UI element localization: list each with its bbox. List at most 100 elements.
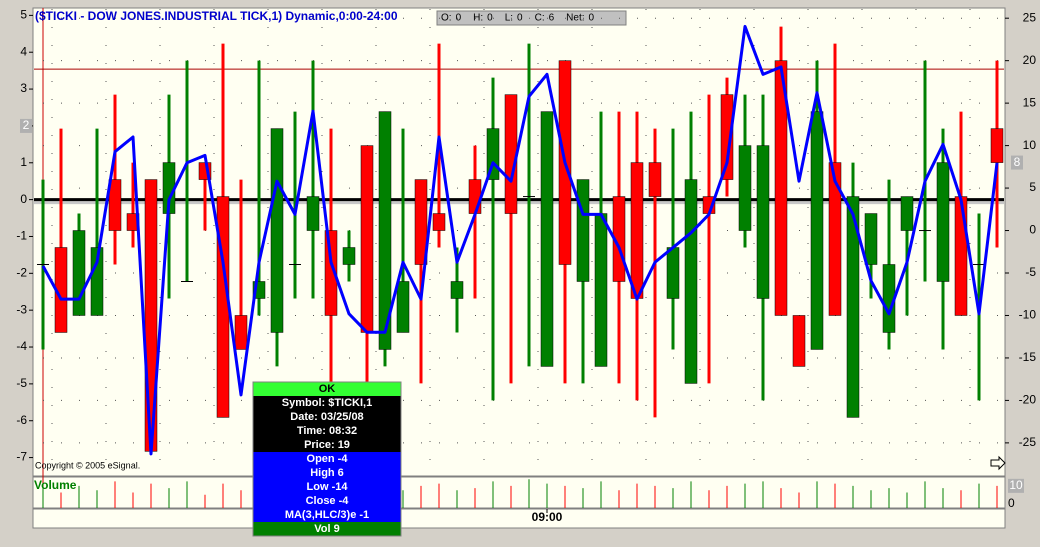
readout-label: C:	[535, 13, 545, 24]
candle-body	[648, 162, 662, 197]
readout-value: 6	[549, 13, 555, 24]
value-marker	[20, 118, 32, 133]
y2-tick-label: -2	[16, 265, 27, 279]
tooltip-text: Open -4	[307, 453, 349, 465]
tooltip-text: Time: 08:32	[297, 425, 357, 437]
y-tick-label: 10	[1023, 138, 1037, 152]
candle-body	[540, 111, 554, 367]
y2-tick-label: 3	[20, 81, 27, 95]
candle-body	[990, 128, 1004, 163]
y2-tick-label: -1	[16, 229, 27, 243]
tooltip-row	[253, 466, 401, 480]
candle-body	[504, 94, 518, 214]
candle-body	[414, 179, 428, 265]
value-marker-label: 2	[23, 118, 30, 132]
candle-body	[756, 145, 770, 299]
y2-tick-label: 0	[20, 192, 27, 206]
price-pane	[32, 7, 1006, 477]
tooltip-text: Symbol: $TICKI,1	[282, 397, 372, 409]
copyright: Copyright © 2005 eSignal.	[35, 460, 140, 470]
volume-tick-label: 0	[1008, 496, 1015, 510]
time-axis	[32, 508, 1006, 529]
tooltip-row	[253, 522, 401, 536]
value-marker-label: 8	[1014, 155, 1021, 169]
y-tick-label: -10	[1019, 308, 1037, 322]
candle-body	[864, 213, 878, 265]
candle-body	[594, 213, 608, 367]
candle-body	[720, 94, 734, 180]
readout-label: H:	[473, 13, 483, 24]
value-marker	[1011, 155, 1023, 170]
candle-body	[774, 60, 788, 316]
candle-body	[684, 179, 698, 384]
tooltip-row	[253, 438, 401, 452]
candle-body	[810, 111, 824, 350]
candle-body	[378, 111, 392, 350]
readout-label: O:	[441, 13, 452, 24]
tooltip-row	[253, 410, 401, 424]
candle-body	[576, 179, 590, 282]
candle-body	[846, 196, 860, 418]
tooltip-row	[253, 480, 401, 494]
candle-body	[360, 145, 374, 333]
y-tick-label: -20	[1019, 393, 1037, 407]
candle-body	[936, 162, 950, 282]
y2-tick-label: -6	[16, 413, 27, 427]
value-marker	[1008, 478, 1024, 493]
y-tick-label: -25	[1019, 435, 1037, 449]
candle-body	[324, 230, 338, 316]
y2-tick-label: 5	[20, 8, 27, 22]
tooltip-row	[253, 494, 401, 508]
y2-tick-label: -3	[16, 302, 27, 316]
readout-label: L:	[505, 13, 513, 24]
candle-body	[72, 230, 86, 316]
volume-pane	[32, 476, 1006, 509]
readout-label: Net:	[566, 13, 584, 24]
candle-body	[954, 196, 968, 316]
candle-body	[306, 196, 320, 231]
candle-body	[468, 179, 482, 214]
candle-body	[738, 145, 752, 231]
candle-body	[108, 179, 122, 231]
tooltip-border	[252, 381, 402, 537]
x-tick-label: 09:00	[532, 510, 563, 524]
volume-label: Volume	[34, 478, 77, 492]
tooltip-row	[253, 424, 401, 438]
y2-tick-label: -5	[16, 376, 27, 390]
tooltip-text: Low -14	[307, 481, 349, 493]
tooltip-text: MA(3,HLC/3)e -1	[285, 509, 369, 521]
y-tick-label: 15	[1023, 95, 1037, 109]
candle-body	[630, 162, 644, 299]
tooltip-text: Date: 03/25/08	[290, 411, 363, 423]
candle-body	[396, 281, 410, 333]
tooltip-text: Price: 19	[304, 439, 350, 451]
chart-title: ($TICKI - DOW JONES.INDUSTRIAL TICK,1) D…	[35, 9, 398, 23]
y-tick-label: 5	[1029, 180, 1036, 194]
y2-tick-label: -7	[16, 450, 27, 464]
candle-body	[792, 315, 806, 367]
y2-tick-label: 4	[20, 44, 27, 58]
candle-body	[270, 128, 284, 333]
y-tick-label: 20	[1023, 53, 1037, 67]
readout-value: 0	[517, 13, 523, 24]
tooltip-row	[253, 396, 401, 410]
tooltip-text: Vol 9	[314, 523, 339, 535]
candle-body	[234, 315, 248, 350]
y2-tick-label: 1	[20, 155, 27, 169]
y-tick-label: -5	[1025, 265, 1036, 279]
y-tick-label: -15	[1019, 350, 1037, 364]
y2-tick-label: -4	[16, 339, 27, 353]
y-tick-label: 0	[1029, 223, 1036, 237]
tooltip-text: Close -4	[306, 495, 350, 507]
value-marker-label: 10	[1009, 478, 1023, 492]
tooltip-row	[253, 508, 401, 522]
candle-body	[432, 213, 446, 231]
tooltip-row	[253, 382, 401, 396]
candle-body	[450, 281, 464, 299]
scroll-icon	[990, 455, 1006, 471]
candle-body	[900, 196, 914, 231]
tooltip-row	[253, 452, 401, 466]
ma-line	[41, 24, 999, 456]
candle-body	[342, 247, 356, 265]
